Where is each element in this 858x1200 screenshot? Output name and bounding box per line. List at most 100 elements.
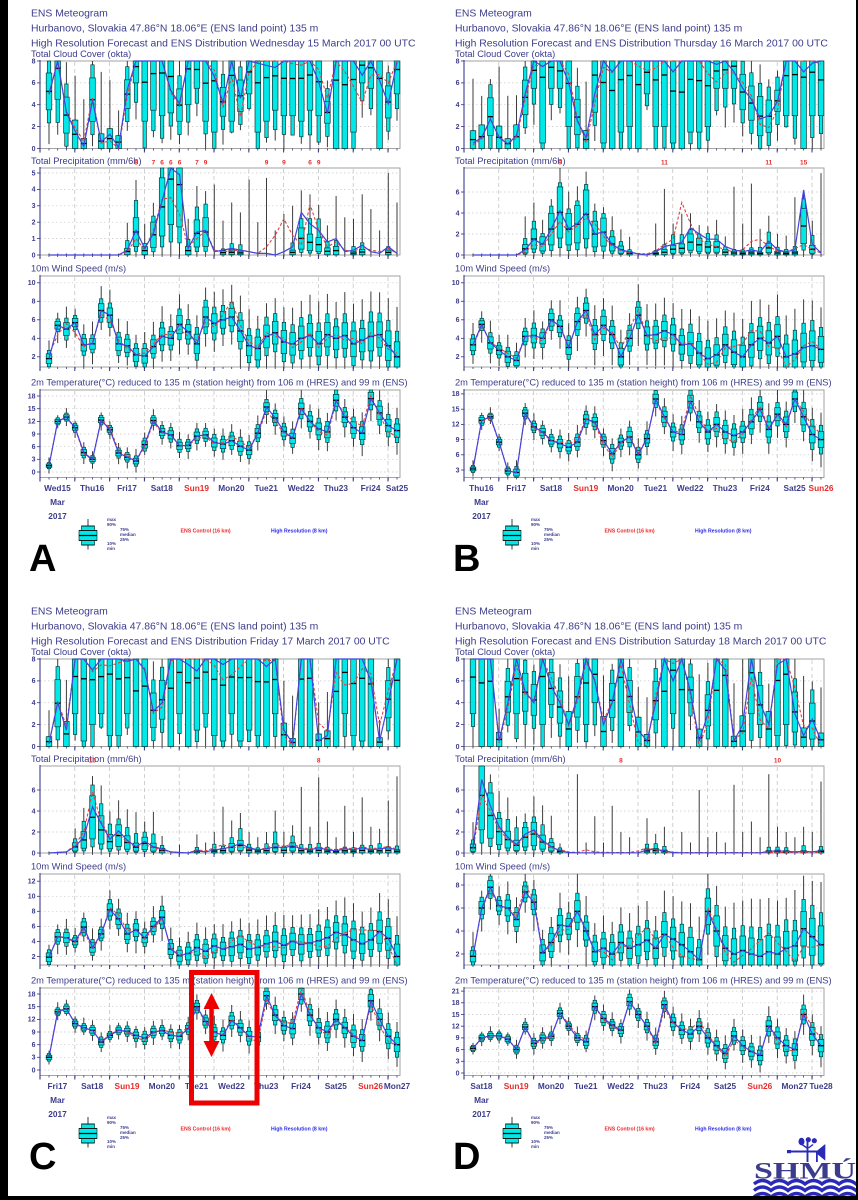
svg-text:2: 2 xyxy=(456,829,460,836)
svg-text:Total Cloud Cover (okta): Total Cloud Cover (okta) xyxy=(31,49,131,59)
svg-text:min: min xyxy=(531,1144,539,1149)
svg-text:0: 0 xyxy=(32,252,36,259)
svg-text:2: 2 xyxy=(456,231,460,238)
svg-text:High Resolution (8 km): High Resolution (8 km) xyxy=(271,1127,328,1133)
svg-text:2: 2 xyxy=(32,124,36,131)
svg-text:75%: 75% xyxy=(544,1125,553,1130)
svg-text:6: 6 xyxy=(456,317,460,324)
svg-text:Sat25: Sat25 xyxy=(784,483,807,493)
svg-text:11: 11 xyxy=(661,160,668,167)
svg-text:Fri17: Fri17 xyxy=(117,483,137,493)
svg-text:9: 9 xyxy=(456,1035,460,1042)
svg-text:max: max xyxy=(107,1115,117,1120)
svg-text:min: min xyxy=(531,546,539,551)
svg-text:8: 8 xyxy=(317,758,321,765)
svg-text:3: 3 xyxy=(32,1055,36,1062)
svg-text:7: 7 xyxy=(152,160,156,167)
svg-text:High Resolution (8 km): High Resolution (8 km) xyxy=(695,1127,752,1133)
svg-text:Sun19: Sun19 xyxy=(184,483,209,493)
svg-text:Total Precipitation (mm/6h): Total Precipitation (mm/6h) xyxy=(31,754,142,764)
svg-text:12: 12 xyxy=(452,1024,460,1031)
svg-text:Total Precipitation (mm/6h): Total Precipitation (mm/6h) xyxy=(31,156,142,166)
svg-text:High Resolution Forecast and E: High Resolution Forecast and ENS Distrib… xyxy=(31,39,416,50)
svg-text:Fri24: Fri24 xyxy=(361,483,381,493)
svg-text:Fri17: Fri17 xyxy=(506,483,526,493)
svg-text:4: 4 xyxy=(32,808,36,815)
svg-text:25%: 25% xyxy=(120,1135,129,1140)
svg-text:Sat25: Sat25 xyxy=(386,483,409,493)
svg-text:0: 0 xyxy=(32,469,36,476)
svg-text:6: 6 xyxy=(308,160,312,167)
svg-text:High Resolution (8 km): High Resolution (8 km) xyxy=(271,529,328,535)
svg-text:18: 18 xyxy=(452,1000,460,1007)
svg-text:Fri24: Fri24 xyxy=(291,1081,311,1091)
svg-text:90%: 90% xyxy=(107,522,116,527)
svg-text:2m Temperature(°C) reduced to: 2m Temperature(°C) reduced to 135 m (sta… xyxy=(455,378,832,388)
svg-text:ENS Meteogram: ENS Meteogram xyxy=(455,9,532,20)
svg-text:12: 12 xyxy=(452,422,460,429)
svg-text:Wed15: Wed15 xyxy=(44,483,71,493)
svg-text:Mar: Mar xyxy=(474,1095,490,1105)
svg-text:6: 6 xyxy=(456,678,460,685)
svg-text:10: 10 xyxy=(28,280,36,287)
svg-text:ENS Control (16 km): ENS Control (16 km) xyxy=(605,529,655,535)
svg-text:4: 4 xyxy=(32,187,36,194)
svg-text:Sat18: Sat18 xyxy=(540,483,563,493)
svg-text:Mon27: Mon27 xyxy=(781,1081,808,1091)
svg-text:7: 7 xyxy=(195,160,199,167)
svg-text:10m Wind Speed (m/s): 10m Wind Speed (m/s) xyxy=(31,862,126,872)
svg-text:10: 10 xyxy=(774,758,782,765)
svg-text:Wed22: Wed22 xyxy=(288,483,315,493)
svg-text:Total Cloud Cover (okta): Total Cloud Cover (okta) xyxy=(455,49,555,59)
svg-text:6: 6 xyxy=(456,787,460,794)
svg-text:6: 6 xyxy=(32,1042,36,1049)
svg-text:18: 18 xyxy=(28,991,36,998)
svg-text:2: 2 xyxy=(32,954,36,961)
svg-text:SHMÚ: SHMÚ xyxy=(754,1159,857,1184)
svg-text:2: 2 xyxy=(32,220,36,227)
svg-text:10: 10 xyxy=(452,280,460,287)
svg-text:Mon27: Mon27 xyxy=(384,1081,411,1091)
svg-text:2: 2 xyxy=(456,722,460,729)
svg-text:6: 6 xyxy=(456,1047,460,1054)
svg-text:6: 6 xyxy=(32,317,36,324)
svg-text:2: 2 xyxy=(456,951,460,958)
svg-text:6: 6 xyxy=(178,160,182,167)
svg-text:ENS Control (16 km): ENS Control (16 km) xyxy=(181,1127,231,1133)
svg-text:Thu23: Thu23 xyxy=(324,483,349,493)
svg-text:Wed22: Wed22 xyxy=(218,1081,245,1091)
svg-text:10%: 10% xyxy=(531,1139,540,1144)
svg-text:ENS Control (16 km): ENS Control (16 km) xyxy=(181,529,231,535)
svg-text:Total Precipitation (mm/6h): Total Precipitation (mm/6h) xyxy=(455,754,566,764)
svg-text:4: 4 xyxy=(456,102,460,109)
svg-text:8: 8 xyxy=(456,656,460,663)
svg-text:15: 15 xyxy=(28,1004,36,1011)
svg-text:3: 3 xyxy=(32,457,36,464)
svg-text:median: median xyxy=(120,1130,136,1135)
svg-text:High Resolution (8 km): High Resolution (8 km) xyxy=(695,529,752,535)
svg-text:6: 6 xyxy=(456,452,460,459)
svg-text:12: 12 xyxy=(28,419,36,426)
svg-text:Sun19: Sun19 xyxy=(573,483,598,493)
svg-text:6: 6 xyxy=(456,905,460,912)
svg-text:6: 6 xyxy=(160,160,164,167)
svg-text:Sat18: Sat18 xyxy=(151,483,174,493)
svg-text:1: 1 xyxy=(32,236,36,243)
svg-text:6: 6 xyxy=(169,160,173,167)
svg-text:2m Temperature(°C) reduced to: 2m Temperature(°C) reduced to 135 m (sta… xyxy=(31,378,408,388)
svg-text:12: 12 xyxy=(28,879,36,886)
svg-text:8: 8 xyxy=(619,758,623,765)
svg-text:Mon20: Mon20 xyxy=(218,483,245,493)
svg-text:75%: 75% xyxy=(120,1125,129,1130)
svg-text:Tue21: Tue21 xyxy=(185,1081,209,1091)
svg-text:9: 9 xyxy=(265,160,269,167)
svg-text:4: 4 xyxy=(456,700,460,707)
svg-text:8: 8 xyxy=(32,656,36,663)
svg-text:10m Wind Speed (m/s): 10m Wind Speed (m/s) xyxy=(31,264,126,274)
svg-text:median: median xyxy=(120,532,136,537)
svg-text:Thu23: Thu23 xyxy=(713,483,738,493)
svg-text:0: 0 xyxy=(456,850,460,857)
svg-text:Sun26: Sun26 xyxy=(809,483,834,493)
svg-text:4: 4 xyxy=(456,210,460,217)
svg-text:8: 8 xyxy=(32,909,36,916)
